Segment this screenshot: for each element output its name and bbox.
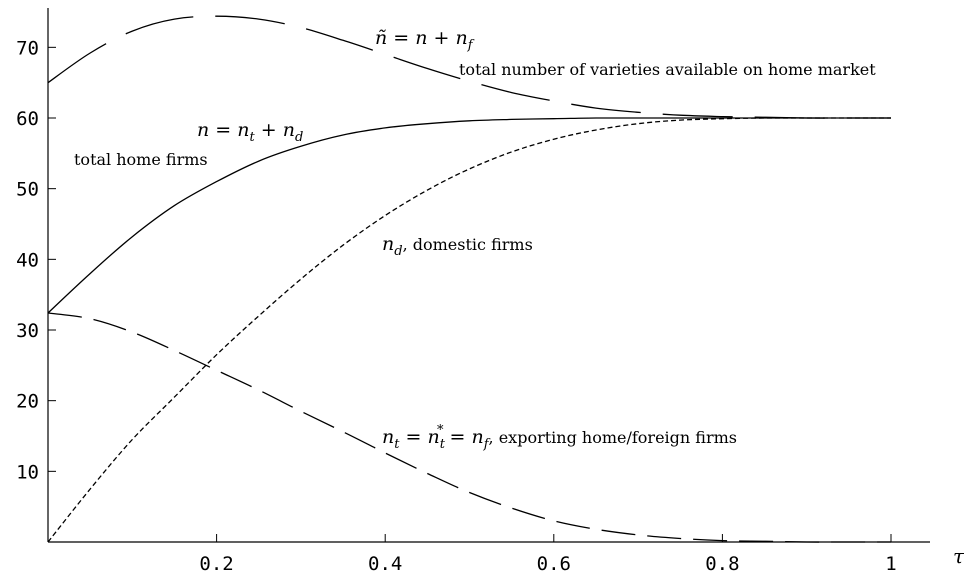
- y-tick-label: 60: [16, 108, 39, 130]
- n-description-label: total home firms: [74, 150, 208, 169]
- y-tick-label: 40: [16, 249, 39, 271]
- series-line-ntilde: [47, 15, 891, 119]
- x-ticks: 0.2 0.4 0.6 0.8 1: [199, 534, 897, 575]
- x-tick-label: 0.2: [199, 553, 233, 575]
- nt-label: nt = nt* = nf, exporting home/foreign fi…: [382, 423, 737, 452]
- y-tick-label: 70: [16, 37, 39, 59]
- y-tick-label: 30: [16, 320, 39, 342]
- y-tick-label: 10: [16, 461, 39, 483]
- x-tick-label: 0.4: [368, 553, 402, 575]
- series-line-n: [47, 117, 891, 314]
- x-tick-label: 1: [885, 553, 896, 575]
- nd-label: nd, domestic firms: [382, 233, 533, 259]
- x-axis-label: τ: [953, 544, 964, 568]
- x-tick-label: 0.6: [537, 553, 571, 575]
- y-tick-label: 50: [16, 179, 39, 201]
- ntilde-equation-label: ñ = n + nf: [375, 27, 475, 53]
- annotations: ñ = n + nf total number of varieties ava…: [74, 27, 876, 452]
- y-ticks: 10 20 30 40 50 60 70: [16, 37, 56, 483]
- series-line-nt: [47, 312, 891, 543]
- n-equation-label: n = nt + nd: [197, 119, 303, 145]
- axes: 0.2 0.4 0.6 0.8 1 10 20 30 40 50 60 70 τ: [16, 8, 964, 575]
- series-layer: [47, 15, 891, 543]
- ntilde-description-label: total number of varieties available on h…: [459, 60, 876, 79]
- y-tick-label: 20: [16, 391, 39, 413]
- x-tick-label: 0.8: [705, 553, 739, 575]
- series-line-nd: [47, 117, 891, 543]
